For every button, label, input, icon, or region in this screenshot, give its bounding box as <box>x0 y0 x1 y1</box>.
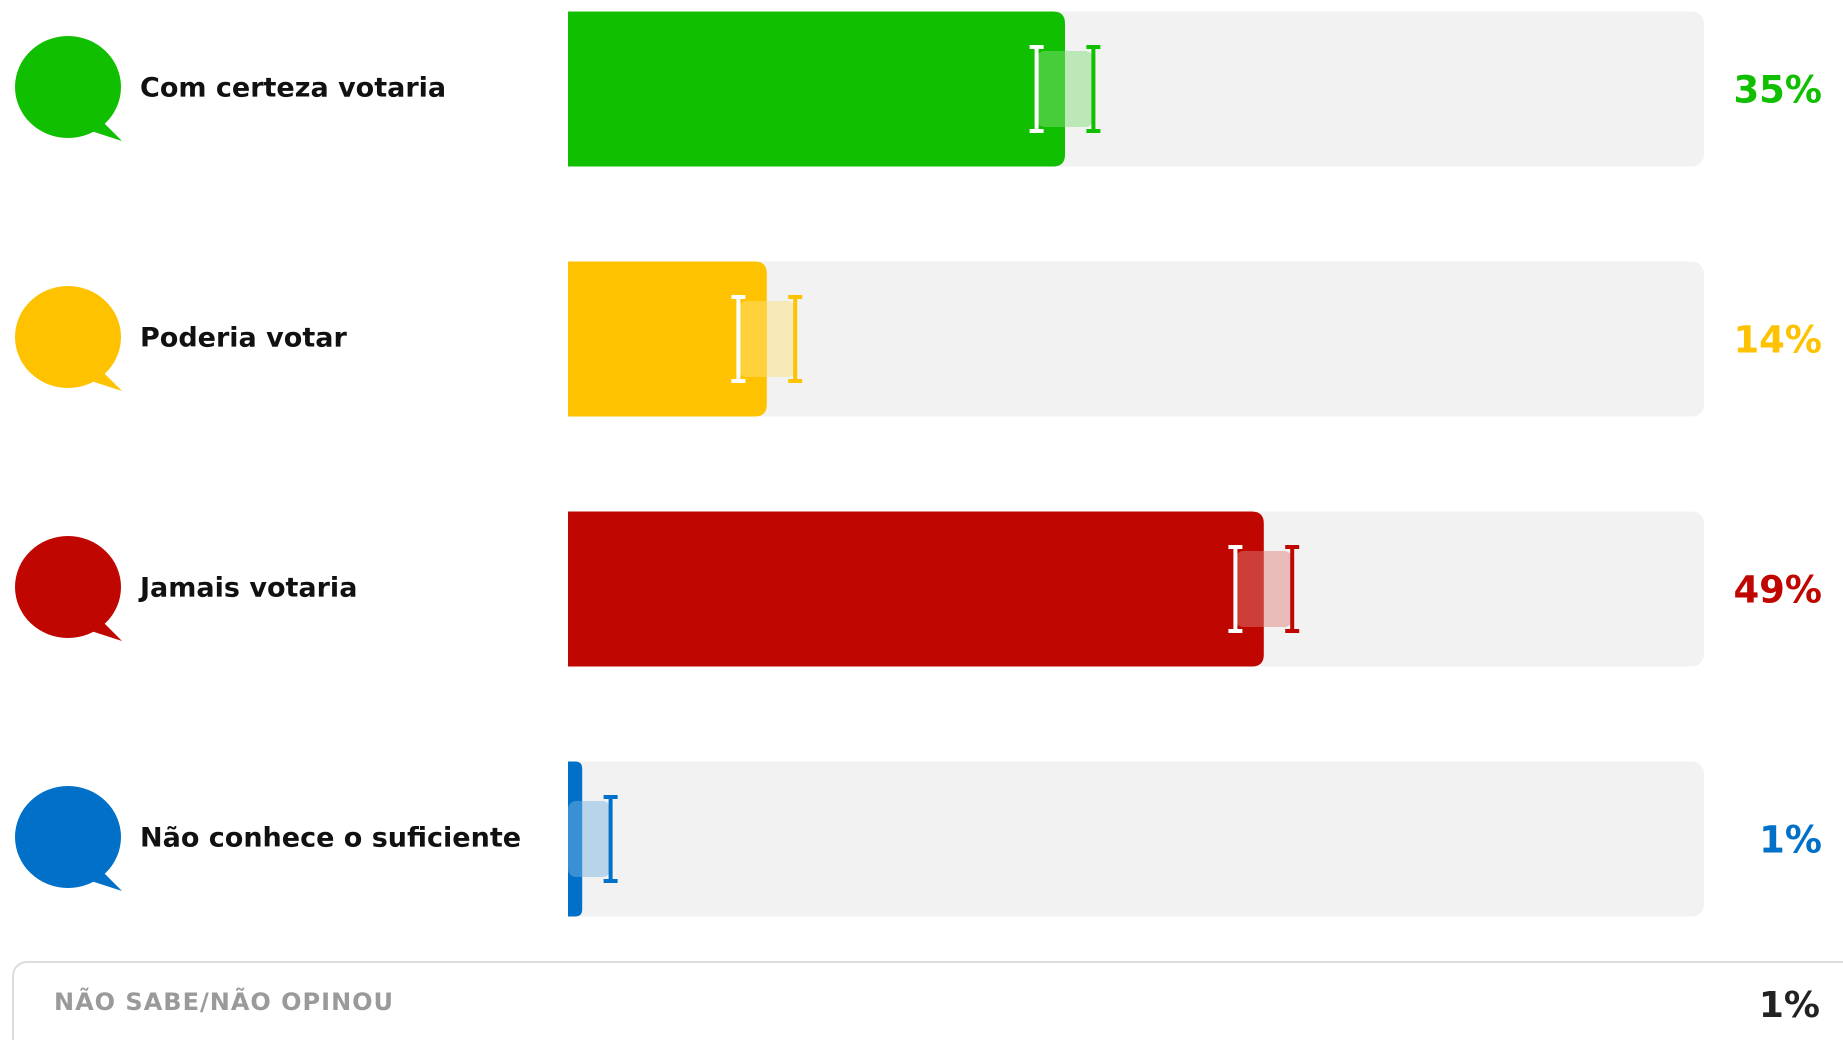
category-label: Poderia votar <box>140 323 347 354</box>
other-value: 1% <box>1759 985 1820 1026</box>
bubble-tail <box>85 614 122 641</box>
track <box>568 761 1704 917</box>
error-bar-part <box>1036 51 1094 127</box>
bubble-icon <box>15 36 121 138</box>
bubble-icon <box>15 536 121 638</box>
bar <box>568 511 1264 667</box>
error-bar-part <box>738 301 796 377</box>
bubble-icon <box>15 286 121 388</box>
value-label: 35% <box>1733 69 1822 112</box>
error-bar-part <box>1235 551 1293 627</box>
bar <box>568 761 583 917</box>
error-bar <box>731 295 803 383</box>
bubble-tail <box>85 364 122 391</box>
bar <box>568 261 767 417</box>
bubble-icon <box>15 786 121 888</box>
error-bar <box>1029 45 1101 133</box>
bar <box>568 11 1065 167</box>
error-bar <box>568 795 618 883</box>
other-label: NÃO SABE/NÃO OPINOU <box>54 987 394 1016</box>
category-label: Não conhece o suficiente <box>140 823 521 854</box>
value-label: 49% <box>1733 569 1822 612</box>
error-bar-part <box>568 801 611 877</box>
track <box>568 261 1704 417</box>
error-bar-part <box>568 801 611 877</box>
bubble-tail <box>85 114 122 141</box>
category-label: Jamais votaria <box>138 573 357 604</box>
error-bar-part <box>738 301 796 377</box>
bubble-tail <box>85 864 122 891</box>
other-box <box>12 961 1843 1040</box>
category-label: Com certeza votaria <box>140 73 446 104</box>
value-label: 14% <box>1733 319 1822 362</box>
error-bar <box>1228 545 1300 633</box>
value-label: 1% <box>1759 819 1822 862</box>
error-bar-part <box>1036 51 1094 127</box>
error-bar-part <box>1235 551 1293 627</box>
